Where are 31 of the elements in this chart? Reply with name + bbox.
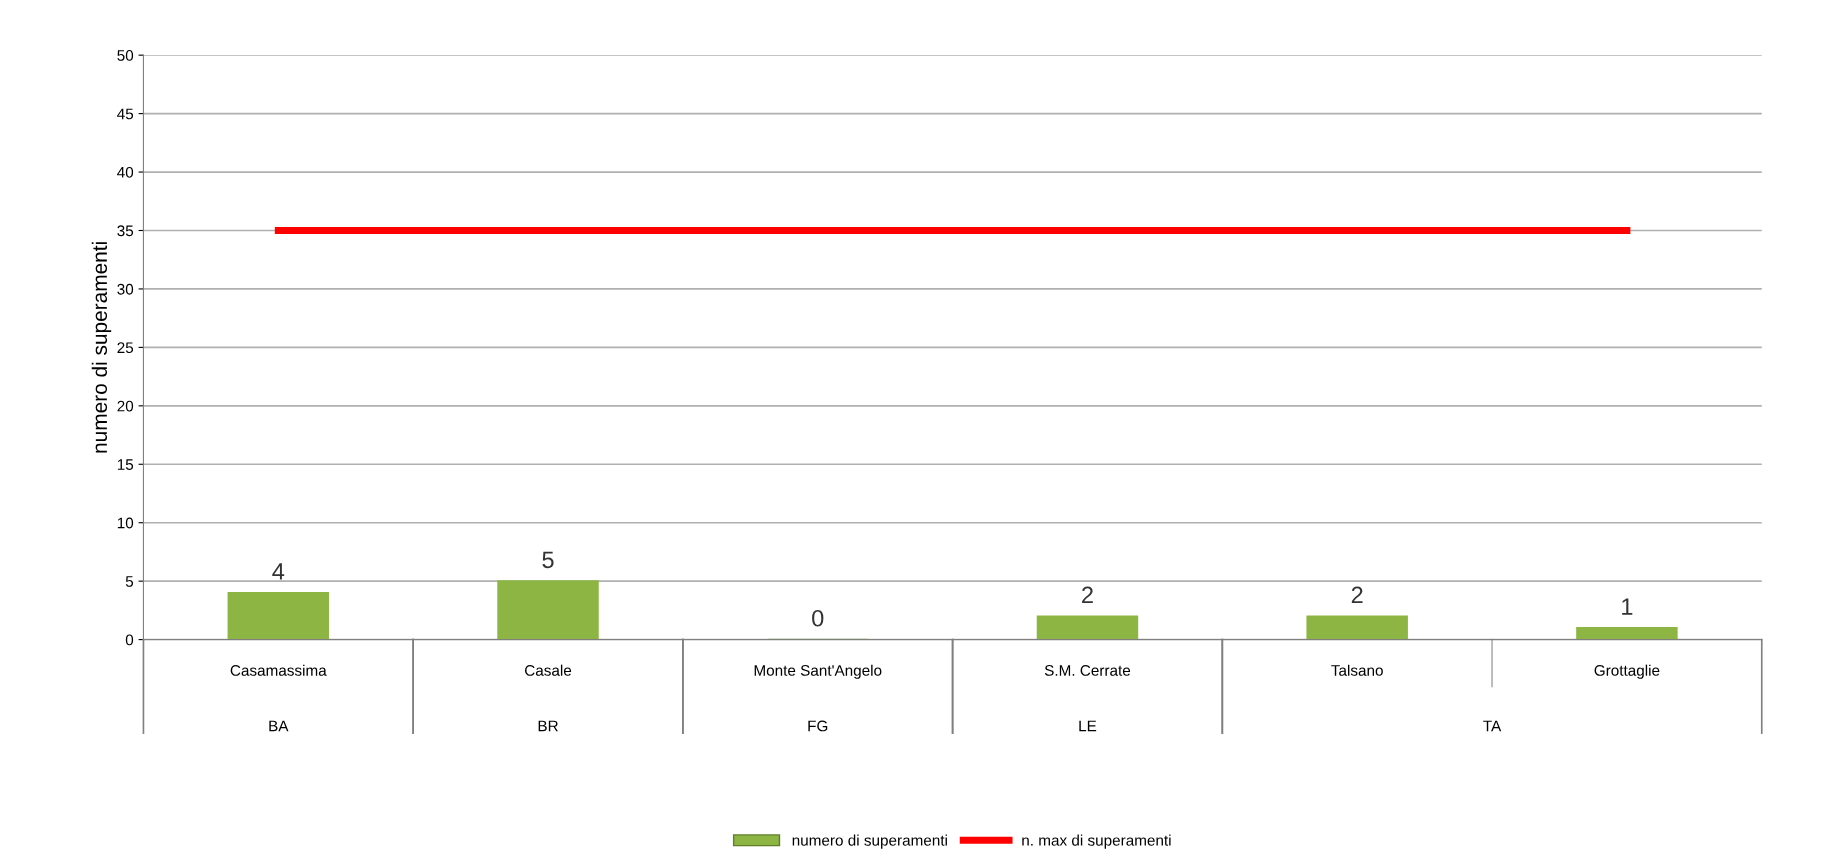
y-tick-label: 20 <box>117 400 134 412</box>
x-tick-label: Talsano <box>1331 664 1383 676</box>
y-tick-label: 50 <box>117 50 134 61</box>
text: FG <box>808 720 828 732</box>
data-label: 1 <box>1622 598 1633 615</box>
data-label: 4 <box>272 563 285 580</box>
x-tick-label: Grottaglie <box>1594 664 1660 679</box>
y-tick-label: 40 <box>117 166 134 178</box>
y-tick-label: 0 <box>125 634 134 646</box>
y-tick-label: 15 <box>117 459 134 470</box>
x-tick-label: Casale <box>525 664 572 676</box>
y-tick-label: 10 <box>117 517 134 529</box>
x-tick-label: S.M. Cerrate <box>1044 665 1131 676</box>
legend-label: n. max di superamenti <box>1022 834 1171 849</box>
data-label: 0 <box>812 609 824 627</box>
legend-label: numero di superamenti <box>792 834 947 849</box>
y-tick-label: 35 <box>117 225 134 237</box>
data-label: 2 <box>1082 586 1093 603</box>
x-tick-label: Casamassima <box>230 664 327 676</box>
data-label: 2 <box>1351 586 1363 603</box>
text: BA <box>269 720 289 732</box>
y-tick-label: 45 <box>117 108 134 120</box>
y-tick-label: 5 <box>125 576 134 587</box>
text: BR <box>538 720 558 732</box>
y-tick-label: 25 <box>117 342 134 354</box>
data-label: 5 <box>542 551 554 569</box>
x-tick-label: Monte Sant'Angelo <box>754 664 882 679</box>
text: TA <box>1483 720 1502 732</box>
y-axis-title: numero di superamenti <box>91 242 112 453</box>
y-tick-label: 30 <box>117 283 134 295</box>
text: LE <box>1079 720 1097 732</box>
